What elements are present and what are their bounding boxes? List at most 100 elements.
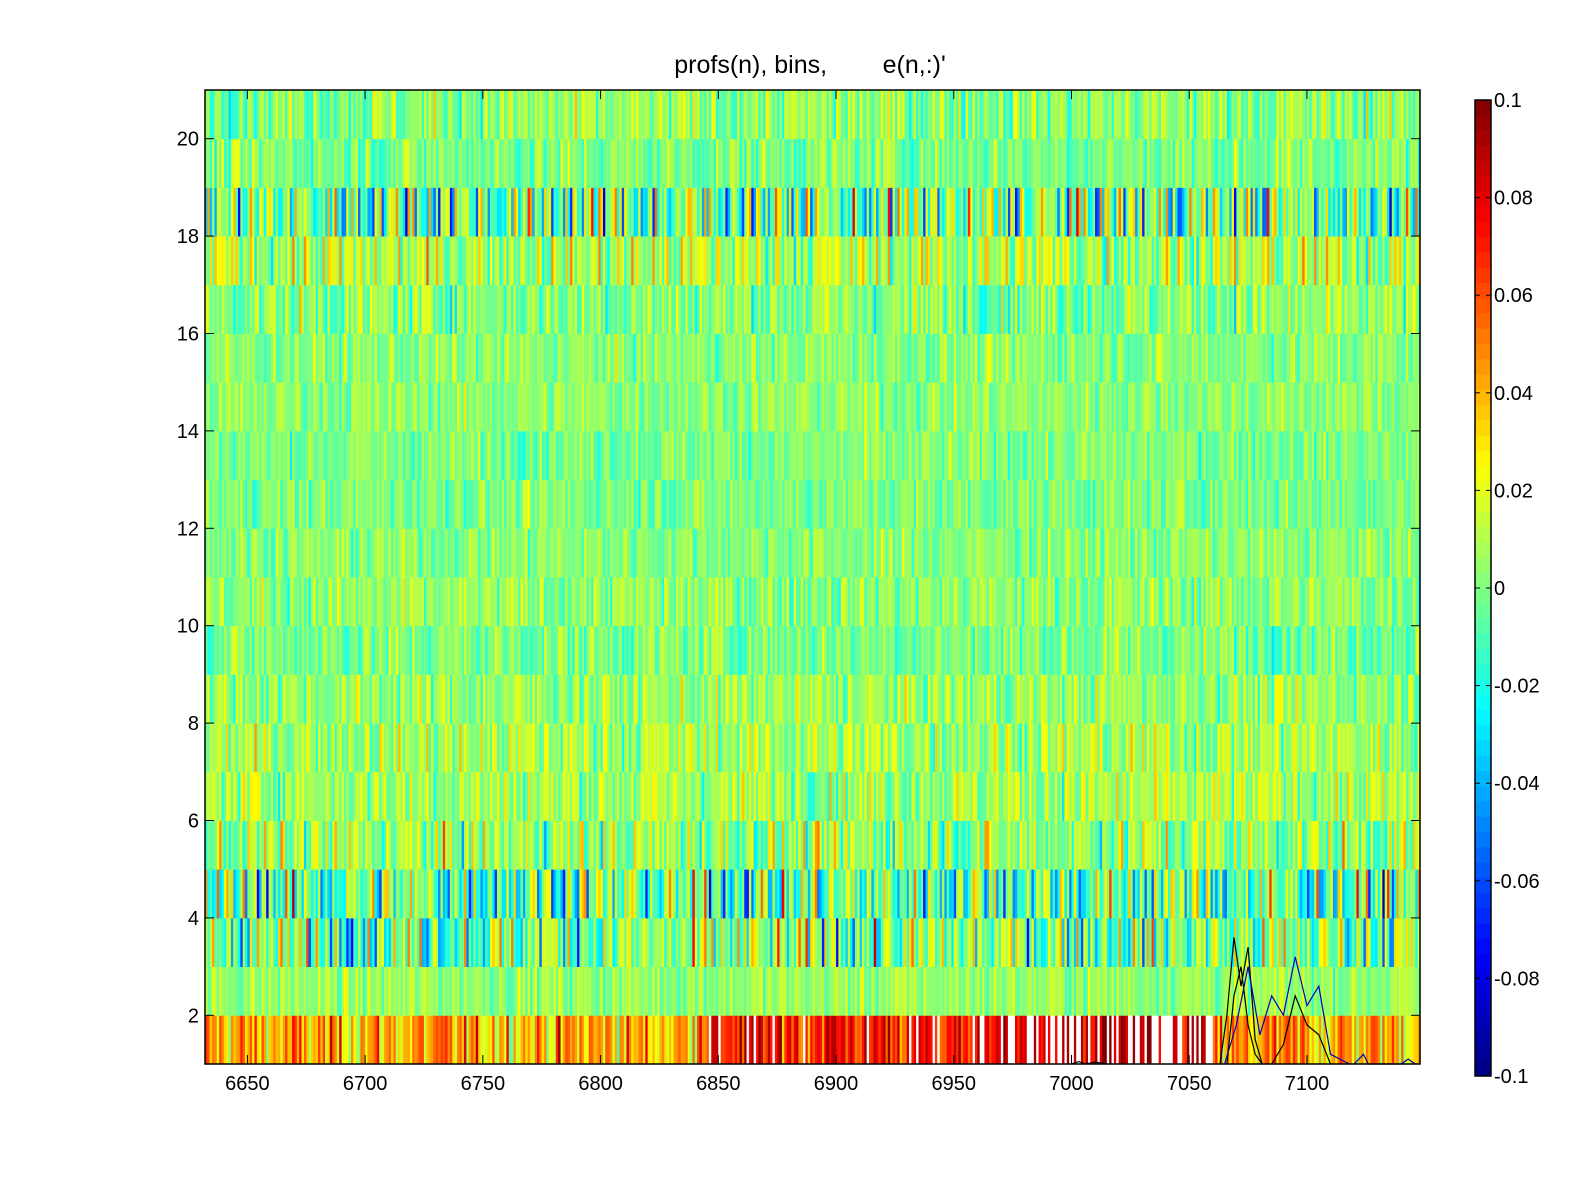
- heatmap-cell: [760, 1015, 764, 1065]
- heatmap-cell: [454, 820, 458, 870]
- heatmap-cell: [657, 723, 661, 773]
- heatmap-cell: [1137, 869, 1141, 919]
- heatmap-cell: [642, 966, 646, 1016]
- heatmap-cell: [1064, 917, 1068, 967]
- heatmap-cell: [438, 917, 442, 967]
- heatmap-cell: [1010, 723, 1014, 773]
- heatmap-cell: [468, 1015, 472, 1065]
- heatmap-cell: [287, 771, 291, 821]
- heatmap-cell: [942, 869, 945, 919]
- heatmap-cell: [1160, 1015, 1164, 1065]
- heatmap-cell: [247, 869, 251, 919]
- heatmap-cell: [1264, 820, 1268, 870]
- heatmap-cell: [861, 820, 865, 870]
- heatmap-cell: [977, 820, 981, 870]
- heatmap-cell: [1191, 771, 1195, 821]
- heatmap-cell: [1111, 771, 1115, 821]
- heatmap-cell: [1038, 917, 1042, 967]
- heatmap-cell: [1212, 917, 1216, 967]
- heatmap-cell: [285, 1015, 289, 1065]
- heatmap-cell: [640, 674, 644, 724]
- heatmap-cell: [817, 1015, 821, 1065]
- heatmap-cell: [1017, 723, 1021, 773]
- heatmap-cell: [1019, 1015, 1023, 1065]
- heatmap-cell: [826, 966, 830, 1016]
- heatmap-cell: [899, 869, 903, 919]
- heatmap-cell: [1137, 820, 1141, 870]
- heatmap-cell: [1339, 723, 1343, 773]
- heatmap-cell: [372, 820, 376, 870]
- heatmap-cell: [645, 771, 649, 821]
- heatmap-cell: [233, 966, 237, 1016]
- heatmap-cell: [593, 820, 597, 870]
- heatmap-cell: [647, 674, 651, 724]
- heatmap-cell: [1276, 917, 1280, 967]
- heatmap-cell: [788, 820, 792, 870]
- heatmap-cell: [1130, 723, 1134, 773]
- heatmap-cell: [322, 771, 326, 821]
- heatmap-cell: [294, 1015, 298, 1065]
- heatmap-cell: [821, 1015, 825, 1065]
- heatmap-cell: [1382, 1015, 1386, 1065]
- heatmap-cell: [685, 966, 689, 1016]
- heatmap-cell: [602, 820, 606, 870]
- heatmap-cell: [859, 820, 863, 870]
- heatmap-cell: [240, 1015, 244, 1065]
- heatmap-cell: [854, 723, 858, 773]
- heatmap-cell: [263, 1015, 267, 1065]
- heatmap-cell: [595, 966, 599, 1016]
- heatmap-cell: [1085, 917, 1089, 967]
- heatmap-cell: [1405, 869, 1409, 919]
- heatmap-cell: [515, 820, 519, 870]
- heatmap-cell: [675, 820, 679, 870]
- heatmap-cell: [292, 917, 296, 967]
- heatmap-cell: [529, 771, 533, 821]
- heatmap-cell: [711, 917, 715, 967]
- heatmap-cell: [1031, 1015, 1035, 1065]
- heatmap-cell: [511, 674, 515, 724]
- heatmap-cell: [894, 1015, 898, 1065]
- heatmap-cell: [1012, 966, 1016, 1016]
- heatmap-cell: [1137, 771, 1141, 821]
- heatmap-cell: [358, 1015, 361, 1065]
- heatmap-cell: [482, 771, 486, 821]
- heatmap-cell: [621, 917, 625, 967]
- heatmap-cell: [744, 771, 748, 821]
- heatmap-cell: [1104, 917, 1108, 967]
- heatmap-cell: [242, 771, 246, 821]
- heatmap-cell: [1033, 966, 1037, 1016]
- heatmap-cell: [984, 966, 988, 1016]
- heatmap-cell: [301, 820, 305, 870]
- heatmap-cell: [970, 723, 974, 773]
- heatmap-cell: [1085, 966, 1089, 1016]
- heatmap-cell: [803, 771, 807, 821]
- heatmap-cell: [828, 966, 832, 1016]
- heatmap-cell: [242, 966, 246, 1016]
- heatmap-cell: [671, 917, 675, 967]
- heatmap-cell: [645, 820, 649, 870]
- heatmap-cell: [212, 1015, 216, 1065]
- heatmap-cell: [482, 869, 486, 919]
- heatmap-cell: [1316, 917, 1320, 967]
- heatmap-cell: [810, 869, 814, 919]
- heatmap-cell: [833, 771, 837, 821]
- heatmap-cell: [1120, 869, 1124, 919]
- heatmap-cell: [1177, 917, 1181, 967]
- heatmap-cell: [355, 820, 359, 870]
- heatmap-cell: [755, 723, 759, 773]
- heatmap-cell: [383, 917, 387, 967]
- heatmap-cell: [1118, 917, 1122, 967]
- heatmap-cell: [843, 723, 847, 773]
- heatmap-cell: [984, 917, 988, 967]
- heatmap-cell: [468, 674, 472, 724]
- heatmap-cell: [1062, 917, 1066, 967]
- heatmap-cell: [409, 869, 413, 919]
- heatmap-cell: [1109, 869, 1113, 919]
- heatmap-cell: [796, 966, 799, 1016]
- heatmap-cell: [475, 820, 479, 870]
- heatmap-cell: [744, 966, 748, 1016]
- heatmap-cell: [1281, 1015, 1285, 1065]
- heatmap-cell: [553, 966, 557, 1016]
- heatmap-cell: [786, 869, 790, 919]
- heatmap-cell: [532, 771, 536, 821]
